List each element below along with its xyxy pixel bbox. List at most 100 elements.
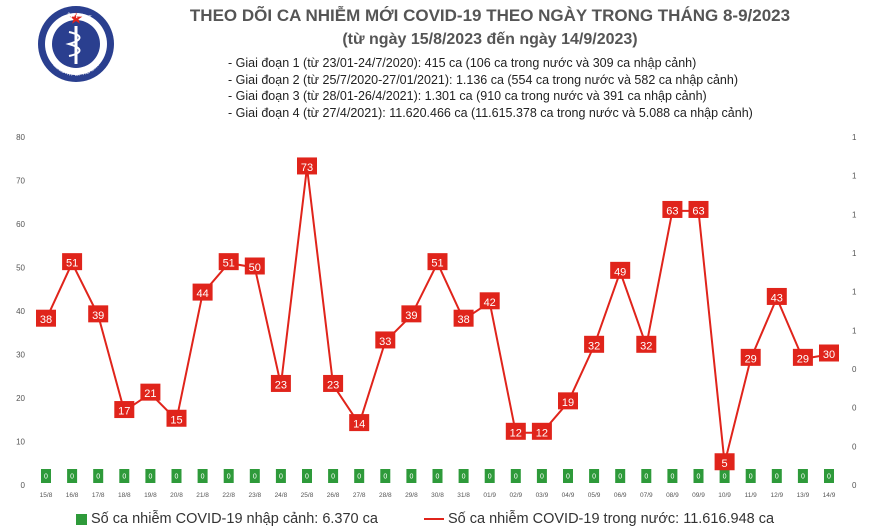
x-tick-label: 31/8: [457, 492, 470, 499]
import-bar: [275, 469, 286, 483]
y-left-tick-label: 0: [21, 481, 26, 490]
domestic-value-label: 73: [297, 157, 317, 175]
domestic-value-label: 5: [714, 453, 735, 471]
value-label-box: [584, 335, 605, 353]
x-tick-label: 18/8: [118, 492, 131, 499]
import-bar-label: 0: [592, 474, 596, 481]
value-label-text: 15: [170, 414, 182, 426]
import-bar: [641, 469, 652, 483]
value-label-box: [740, 348, 761, 366]
stage-2-summary: - Giai đoạn 2 (từ 25/7/2020-27/01/2021):…: [228, 72, 738, 87]
y-left-tick-label: 70: [16, 177, 25, 186]
domestic-value-label: 42: [479, 292, 500, 310]
y-right-tick-label: 1: [852, 326, 857, 335]
stage-1-summary: - Giai đoạn 1 (từ 23/01-24/7/2020): 415 …: [228, 56, 697, 70]
import-bar-label: 0: [618, 474, 622, 481]
import-bar: [824, 469, 834, 483]
import-bar-label: 0: [357, 474, 361, 481]
value-label-box: [140, 383, 161, 401]
legend-domestic: Số ca nhiễm COVID-19 trong nước: 11.616.…: [424, 511, 774, 527]
import-bar-label: 0: [44, 474, 48, 481]
import-bar: [719, 469, 730, 483]
x-tick-label: 13/9: [797, 492, 810, 499]
import-bar: [563, 469, 573, 483]
y-left-tick-label: 10: [16, 438, 25, 447]
value-label-text: 51: [66, 258, 78, 270]
import-bar: [745, 469, 756, 483]
domestic-value-label: 32: [636, 335, 657, 353]
domestic-value-label: 21: [140, 383, 161, 401]
import-bar: [354, 469, 365, 483]
value-label-text: 51: [223, 258, 235, 270]
import-bar: [589, 469, 600, 483]
value-label-box: [218, 253, 239, 271]
x-tick-label: 15/8: [40, 492, 53, 499]
import-bar-label: 0: [227, 474, 231, 481]
value-label-text: 12: [536, 427, 548, 439]
x-tick-label: 27/8: [353, 492, 366, 499]
value-label-box: [453, 309, 474, 327]
value-label-box: [62, 253, 83, 271]
value-label-box: [192, 283, 213, 301]
import-bar: [667, 469, 678, 483]
value-label-box: [610, 261, 631, 279]
x-tick-label: 24/8: [275, 492, 288, 499]
domestic-value-label: 19: [558, 392, 578, 410]
x-tick-label: 06/9: [614, 492, 627, 499]
import-bar-label: 0: [201, 474, 205, 481]
value-label-box: [531, 422, 552, 440]
x-tick-label: 11/9: [745, 492, 758, 499]
ministry-of-health-logo: BỘ Y TẾ MINISTRY OF HEALTH: [38, 6, 114, 82]
y-left-tick-label: 80: [16, 133, 25, 142]
import-bar-label: 0: [723, 474, 727, 481]
x-tick-label: 26/8: [327, 492, 340, 499]
domestic-value-label: 51: [62, 253, 83, 271]
import-bar: [223, 469, 234, 483]
x-tick-label: 12/9: [770, 492, 783, 499]
y-axis-left-ticks: 0 10 20 30 40 50 60 70 80: [16, 133, 25, 490]
legend-import-swatch: [76, 513, 87, 525]
y-right-tick-label: 0: [852, 481, 857, 490]
x-tick-label: 25/8: [301, 492, 314, 499]
import-bar: [510, 469, 521, 483]
x-axis-ticks: 15/8 16/8 17/8 18/8 19/8 20/8 21/8 22/8 23/8 24/8…: [40, 492, 836, 499]
domestic-cases-line: [45, 167, 830, 464]
domestic-value-label: 23: [270, 374, 291, 392]
import-bar-label: 0: [175, 474, 179, 481]
value-label-text: 30: [823, 349, 835, 361]
import-bar-label: 0: [331, 474, 335, 481]
y-left-tick-label: 20: [16, 394, 25, 403]
import-bar-label: 0: [409, 474, 413, 481]
stage-summary-list: - Giai đoạn 1 (từ 23/01-24/7/2020): 415 …: [228, 55, 753, 121]
import-bar-label: 0: [253, 474, 257, 481]
value-label-text: 29: [797, 353, 809, 365]
legend-import-label: Số ca nhiễm COVID-19 nhập cảnh: 6.370 ca: [91, 511, 378, 527]
domestic-value-label: 12: [505, 422, 526, 440]
y-left-tick-label: 30: [16, 351, 25, 360]
y-left-tick-label: 60: [16, 220, 25, 229]
import-bar-label: 0: [148, 474, 152, 481]
import-bar: [693, 469, 704, 483]
value-label-box: [166, 409, 187, 427]
import-bar-label: 0: [540, 474, 544, 481]
domestic-value-label: 63: [688, 200, 709, 218]
domestic-value-label: 39: [401, 305, 422, 323]
import-bar-label: 0: [383, 474, 387, 481]
value-label-text: 21: [144, 388, 156, 400]
x-tick-label: 09/9: [692, 492, 705, 499]
import-bar: [171, 469, 182, 483]
import-bar-label: 0: [775, 474, 779, 481]
value-label-text: 39: [405, 310, 417, 322]
domestic-value-label: 23: [323, 374, 344, 392]
value-label-box: [662, 200, 683, 218]
x-tick-label: 28/8: [379, 492, 392, 499]
value-label-box: [375, 331, 396, 349]
import-bar: [119, 469, 130, 483]
value-label-text: 49: [614, 266, 626, 278]
x-tick-label: 19/8: [144, 492, 157, 499]
value-label-text: 50: [249, 262, 261, 274]
import-bar: [771, 469, 782, 483]
y-right-tick-label: 0: [852, 442, 857, 451]
y-right-tick-label: 0: [852, 365, 857, 374]
